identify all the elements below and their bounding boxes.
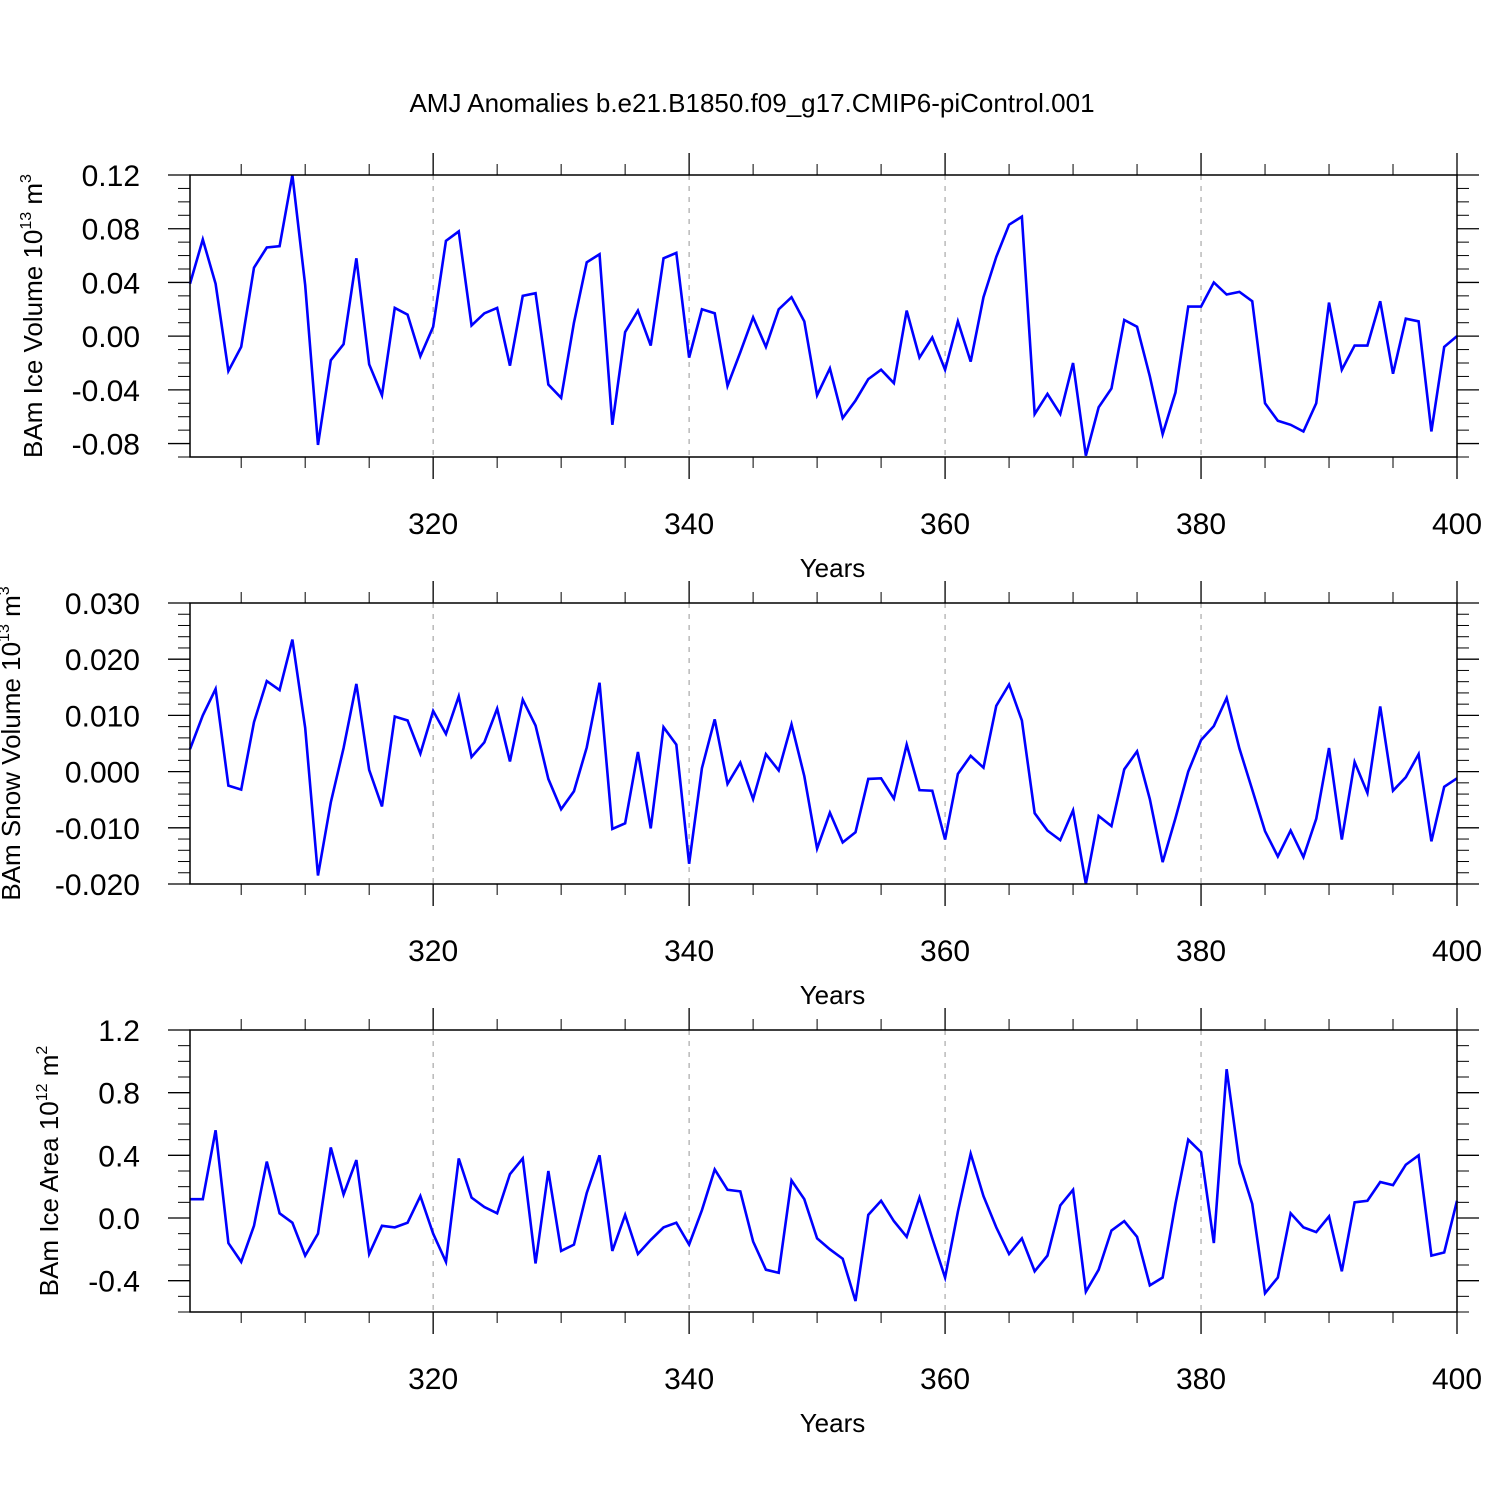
x-tick-label: 360 bbox=[920, 935, 970, 968]
y-tick-label: -0.08 bbox=[72, 429, 140, 462]
x-axis-label: Years bbox=[800, 553, 866, 583]
y-axis-label: BAm Ice Volume 1013 m3 bbox=[18, 174, 48, 458]
x-tick-label: 340 bbox=[664, 935, 714, 968]
panel-3: 320 340 360 380 400 -0.4 0.0 0.4 0.8 1.2 Years BAm … bbox=[34, 1008, 1482, 1438]
x-tick-label: 380 bbox=[1176, 508, 1226, 541]
x-tick-label: 320 bbox=[408, 935, 458, 968]
plot-frame bbox=[189, 174, 1458, 458]
y-tick-label: 0.08 bbox=[82, 214, 140, 247]
y-tick-label: 0.030 bbox=[65, 588, 140, 621]
x-tick-label: 340 bbox=[664, 1363, 714, 1396]
x-tick-label: 380 bbox=[1176, 935, 1226, 968]
y-tick-label: 0.010 bbox=[65, 700, 140, 733]
x-tick-label: 400 bbox=[1432, 508, 1482, 541]
y-axis-label: BAm Ice Area 1012 m2 bbox=[34, 1046, 64, 1297]
panel-1: 320 340 360 380 400 -0.08 -0.04 0.00 0.04 0.08 0.1… bbox=[18, 153, 1482, 583]
x-axis-label: Years bbox=[800, 980, 866, 1010]
chart-title: AMJ Anomalies b.e21.B1850.f09_g17.CMIP6-… bbox=[409, 88, 1094, 118]
y-tick-label: -0.010 bbox=[55, 813, 140, 846]
x-tick-label: 380 bbox=[1176, 1363, 1226, 1396]
x-tick-label: 320 bbox=[408, 508, 458, 541]
y-axis-label: BAm Snow Volume 1013 m3 bbox=[0, 586, 26, 900]
y-tick-label: 0.0 bbox=[98, 1203, 140, 1236]
y-tick-label: -0.04 bbox=[72, 375, 140, 408]
y-tick-label: -0.4 bbox=[88, 1266, 140, 1299]
y-tick-label: 0.000 bbox=[65, 757, 140, 790]
x-tick-label: 400 bbox=[1432, 935, 1482, 968]
y-tick-label: 1.2 bbox=[98, 1015, 140, 1048]
series-line bbox=[188, 639, 1458, 885]
y-tick-label: -0.020 bbox=[55, 869, 140, 902]
y-tick-label: 0.020 bbox=[65, 644, 140, 677]
series-line bbox=[190, 1068, 1459, 1302]
x-axis-label: Years bbox=[800, 1408, 866, 1438]
y-tick-label: 0.8 bbox=[98, 1078, 140, 1111]
x-tick-label: 400 bbox=[1432, 1363, 1482, 1396]
plot-frame bbox=[189, 1029, 1458, 1313]
plot-frame bbox=[189, 602, 1458, 885]
x-tick-label: 320 bbox=[408, 1363, 458, 1396]
x-tick-label: 340 bbox=[664, 508, 714, 541]
y-tick-label: 0.12 bbox=[82, 160, 140, 193]
x-tick-label: 360 bbox=[920, 1363, 970, 1396]
series-line bbox=[188, 174, 1458, 456]
panel-2: 320 340 360 380 400 -0.020 -0.010 0.000 0.010 0.0… bbox=[0, 581, 1482, 1010]
y-tick-label: 0.04 bbox=[82, 267, 140, 300]
x-tick-label: 360 bbox=[920, 508, 970, 541]
y-tick-label: 0.4 bbox=[98, 1140, 140, 1173]
y-tick-label: 0.00 bbox=[82, 321, 140, 354]
